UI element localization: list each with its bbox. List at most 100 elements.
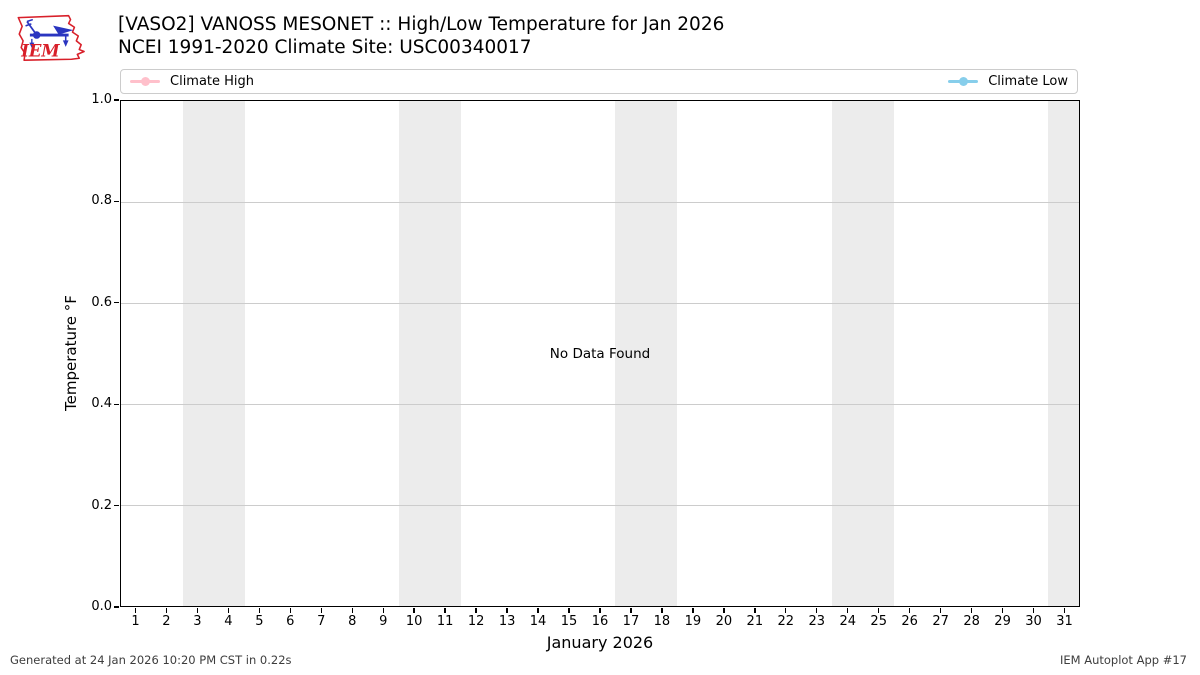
x-tick-label: 23 bbox=[808, 614, 826, 629]
x-tick-label: 30 bbox=[1025, 614, 1042, 629]
climate-low-marker-icon bbox=[948, 77, 979, 86]
x-tick-mark bbox=[785, 607, 787, 613]
gridline bbox=[121, 303, 1079, 304]
x-tick-label: 25 bbox=[870, 614, 887, 629]
y-tick-label: 1.0 bbox=[91, 92, 112, 107]
legend-label-climate-high: Climate High bbox=[170, 74, 255, 89]
x-tick-mark bbox=[661, 607, 663, 613]
legend-item-climate-high: Climate High bbox=[130, 74, 254, 89]
x-tick-label: 20 bbox=[715, 614, 733, 629]
gridline bbox=[121, 202, 1079, 203]
x-tick-mark bbox=[196, 607, 199, 613]
x-tick-mark bbox=[878, 607, 880, 613]
x-tick-mark bbox=[1032, 607, 1035, 613]
legend: Climate High Climate Low bbox=[120, 69, 1078, 94]
x-tick-label: 9 bbox=[379, 614, 388, 629]
x-tick-label: 1 bbox=[131, 614, 140, 629]
y-tick-mark bbox=[113, 99, 119, 101]
x-tick-label: 6 bbox=[286, 614, 295, 629]
y-tick-label: 0.2 bbox=[91, 497, 112, 513]
x-tick-label: 10 bbox=[405, 614, 423, 629]
x-tick-mark bbox=[1063, 607, 1066, 613]
legend-item-climate-low: Climate Low bbox=[948, 74, 1068, 89]
x-tick-mark bbox=[165, 607, 168, 613]
x-tick-mark bbox=[444, 607, 446, 613]
x-tick-mark bbox=[289, 607, 291, 613]
x-tick-label: 17 bbox=[622, 614, 640, 629]
x-tick-mark bbox=[847, 607, 849, 613]
app-credit: IEM Autoplot App #17 bbox=[1059, 653, 1187, 667]
x-tick-mark bbox=[134, 607, 137, 613]
x-tick-label: 24 bbox=[839, 614, 856, 629]
x-tick-label: 15 bbox=[560, 614, 578, 629]
weekend-band bbox=[831, 101, 894, 606]
x-tick-label: 29 bbox=[994, 614, 1011, 629]
x-tick-mark bbox=[537, 607, 539, 613]
climate-high-marker-icon bbox=[130, 77, 160, 86]
x-tick-mark bbox=[475, 607, 477, 613]
x-tick-mark bbox=[630, 607, 632, 613]
x-tick-label: 22 bbox=[777, 614, 795, 629]
x-tick-label: 12 bbox=[467, 614, 485, 629]
iowa-outline bbox=[17, 14, 85, 61]
x-tick-mark bbox=[320, 607, 322, 613]
weekend-band bbox=[1048, 101, 1079, 606]
x-tick-label: 27 bbox=[932, 614, 949, 629]
x-tick-mark bbox=[908, 607, 911, 613]
x-axis-label: January 2026 bbox=[546, 633, 654, 652]
iem-logo: IEM bbox=[17, 14, 85, 61]
x-tick-label: 26 bbox=[901, 614, 918, 629]
x-tick-label: 21 bbox=[746, 614, 764, 629]
x-tick-mark bbox=[568, 607, 570, 613]
weekend-band bbox=[182, 101, 245, 606]
x-tick-label: 18 bbox=[653, 614, 671, 629]
y-tick-mark bbox=[113, 200, 119, 203]
no-data-message: No Data Found bbox=[549, 345, 651, 362]
y-tick-label: 0.8 bbox=[91, 193, 112, 209]
x-tick-mark bbox=[382, 607, 384, 613]
y-tick-mark bbox=[113, 302, 119, 304]
gridline bbox=[121, 505, 1079, 506]
x-tick-label: 13 bbox=[498, 614, 516, 629]
y-axis-label: Temperature °F bbox=[62, 295, 80, 412]
chart-title: [VASO2] VANOSS MESONET :: High/Low Tempe… bbox=[118, 14, 725, 35]
x-tick-label: 8 bbox=[348, 614, 357, 629]
x-tick-label: 4 bbox=[224, 614, 233, 629]
x-tick-label: 3 bbox=[193, 614, 202, 629]
x-tick-mark bbox=[1001, 607, 1004, 613]
x-tick-mark bbox=[816, 607, 818, 613]
gridline bbox=[121, 404, 1079, 405]
x-tick-mark bbox=[351, 607, 353, 613]
weekend-band bbox=[399, 101, 461, 606]
generated-timestamp: Generated at 24 Jan 2026 10:20 PM CST in… bbox=[10, 653, 292, 667]
x-tick-mark bbox=[599, 607, 601, 613]
x-tick-mark bbox=[754, 607, 756, 613]
legend-label-climate-low: Climate Low bbox=[988, 74, 1068, 89]
x-tick-mark bbox=[692, 607, 694, 613]
x-tick-label: 11 bbox=[436, 614, 454, 629]
y-tick-mark bbox=[113, 606, 119, 608]
x-tick-label: 31 bbox=[1056, 614, 1073, 629]
y-tick-label: 0.6 bbox=[91, 294, 112, 310]
wind-vane-icon bbox=[25, 18, 74, 49]
x-tick-label: 2 bbox=[162, 614, 171, 629]
x-tick-label: 16 bbox=[591, 614, 609, 629]
plot-area: No Data Found bbox=[120, 100, 1080, 607]
logo-iem-text: IEM bbox=[20, 41, 60, 60]
x-tick-mark bbox=[970, 607, 973, 613]
x-tick-label: 7 bbox=[317, 614, 326, 629]
x-tick-label: 28 bbox=[963, 614, 980, 629]
x-tick-mark bbox=[506, 607, 508, 613]
x-tick-label: 5 bbox=[255, 614, 264, 629]
x-tick-mark bbox=[227, 607, 230, 613]
x-tick-mark bbox=[939, 607, 942, 613]
x-tick-mark bbox=[723, 607, 725, 613]
weekend-band bbox=[615, 101, 678, 606]
x-tick-mark bbox=[258, 607, 261, 613]
y-tick-label: 0.0 bbox=[91, 599, 112, 614]
x-tick-label: 14 bbox=[529, 614, 547, 629]
x-tick-mark bbox=[413, 607, 415, 613]
x-tick-label: 19 bbox=[684, 614, 702, 629]
y-tick-label: 0.4 bbox=[91, 396, 112, 412]
